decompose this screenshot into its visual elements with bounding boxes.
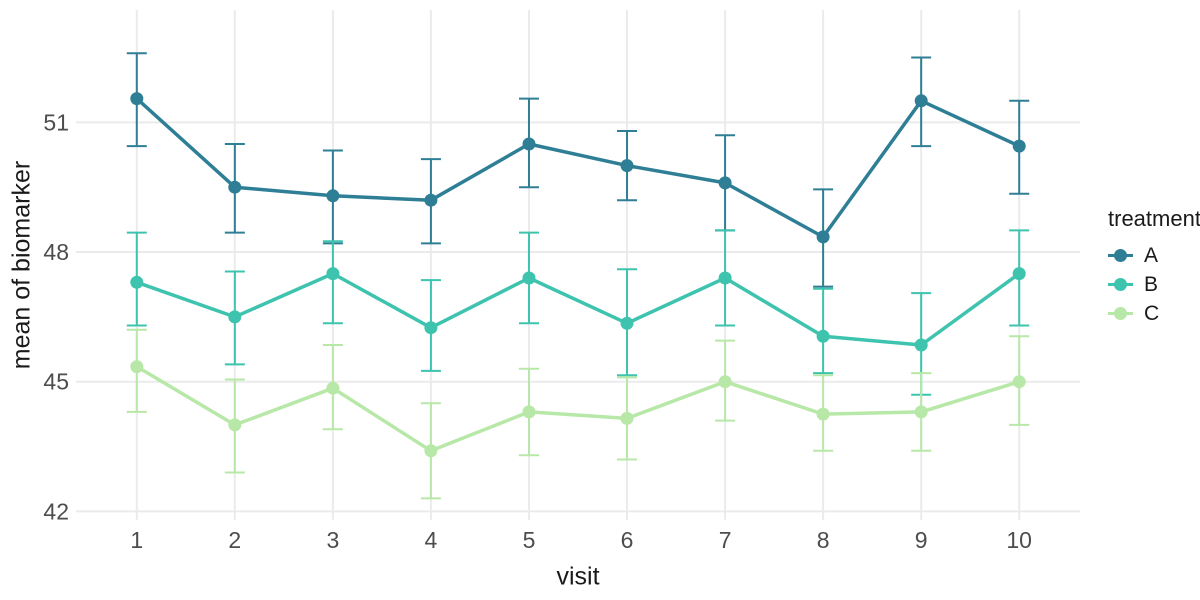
data-point-A-visit-2 <box>228 180 242 194</box>
data-point-A-visit-10 <box>1012 139 1026 153</box>
x-tick-label: 10 <box>1006 527 1032 553</box>
x-tick-label: 9 <box>915 527 928 553</box>
y-tick-label: 51 <box>43 109 69 135</box>
y-tick-label: 42 <box>43 498 69 524</box>
x-tick-label: 8 <box>817 527 830 553</box>
legend-label: A <box>1144 243 1159 267</box>
legend-title: treatment <box>1108 206 1200 231</box>
data-point-A-visit-6 <box>620 159 634 173</box>
x-tick-label: 6 <box>621 527 634 553</box>
x-tick-label: 3 <box>327 527 340 553</box>
data-point-C-visit-4 <box>424 444 438 458</box>
data-point-B-visit-3 <box>326 267 340 281</box>
y-tick-label: 45 <box>43 369 69 395</box>
legend-item-B: B <box>1108 270 1200 299</box>
data-point-A-visit-9 <box>914 94 928 108</box>
data-point-B-visit-10 <box>1012 267 1026 281</box>
x-tick-label: 1 <box>130 527 143 553</box>
data-point-B-visit-6 <box>620 316 634 330</box>
data-point-A-visit-4 <box>424 193 438 207</box>
data-point-A-visit-8 <box>816 230 830 244</box>
data-point-B-visit-8 <box>816 329 830 343</box>
data-point-C-visit-8 <box>816 407 830 421</box>
data-point-A-visit-3 <box>326 189 340 203</box>
data-point-B-visit-5 <box>522 271 536 285</box>
series-line-A <box>135 97 1020 239</box>
data-point-C-visit-6 <box>620 411 634 425</box>
data-point-C-visit-7 <box>718 375 732 389</box>
x-axis-title: visit <box>556 562 600 591</box>
legend-key-line-dot-icon <box>1108 306 1133 321</box>
data-point-A-visit-7 <box>718 176 732 190</box>
series-line-C <box>135 365 1020 453</box>
data-point-A-visit-5 <box>522 137 536 151</box>
data-point-C-visit-2 <box>228 418 242 432</box>
y-tick-label: 48 <box>43 239 69 265</box>
data-point-B-visit-9 <box>914 338 928 352</box>
x-tick-label: 4 <box>425 527 438 553</box>
y-axis-title: mean of biomarker <box>7 160 36 370</box>
legend-item-A: A <box>1108 241 1200 270</box>
data-point-C-visit-1 <box>130 360 144 374</box>
x-tick-label: 5 <box>523 527 536 553</box>
legend-key-line-dot-icon <box>1108 277 1133 292</box>
legend-label: B <box>1144 272 1159 296</box>
data-point-B-visit-4 <box>424 321 438 335</box>
data-point-C-visit-3 <box>326 381 340 395</box>
data-point-B-visit-2 <box>228 310 242 324</box>
legend-item-C: C <box>1108 299 1200 328</box>
series-line-B <box>136 271 1021 347</box>
x-tick-label: 7 <box>719 527 732 553</box>
data-point-C-visit-10 <box>1012 375 1026 389</box>
legend-label: C <box>1144 301 1160 325</box>
x-tick-label: 2 <box>228 527 241 553</box>
data-point-B-visit-7 <box>718 271 732 285</box>
data-point-C-visit-5 <box>522 405 536 419</box>
legend-key-line-dot-icon <box>1108 248 1133 263</box>
data-point-C-visit-9 <box>914 405 928 419</box>
data-point-A-visit-1 <box>130 92 144 106</box>
data-point-B-visit-1 <box>130 275 144 289</box>
